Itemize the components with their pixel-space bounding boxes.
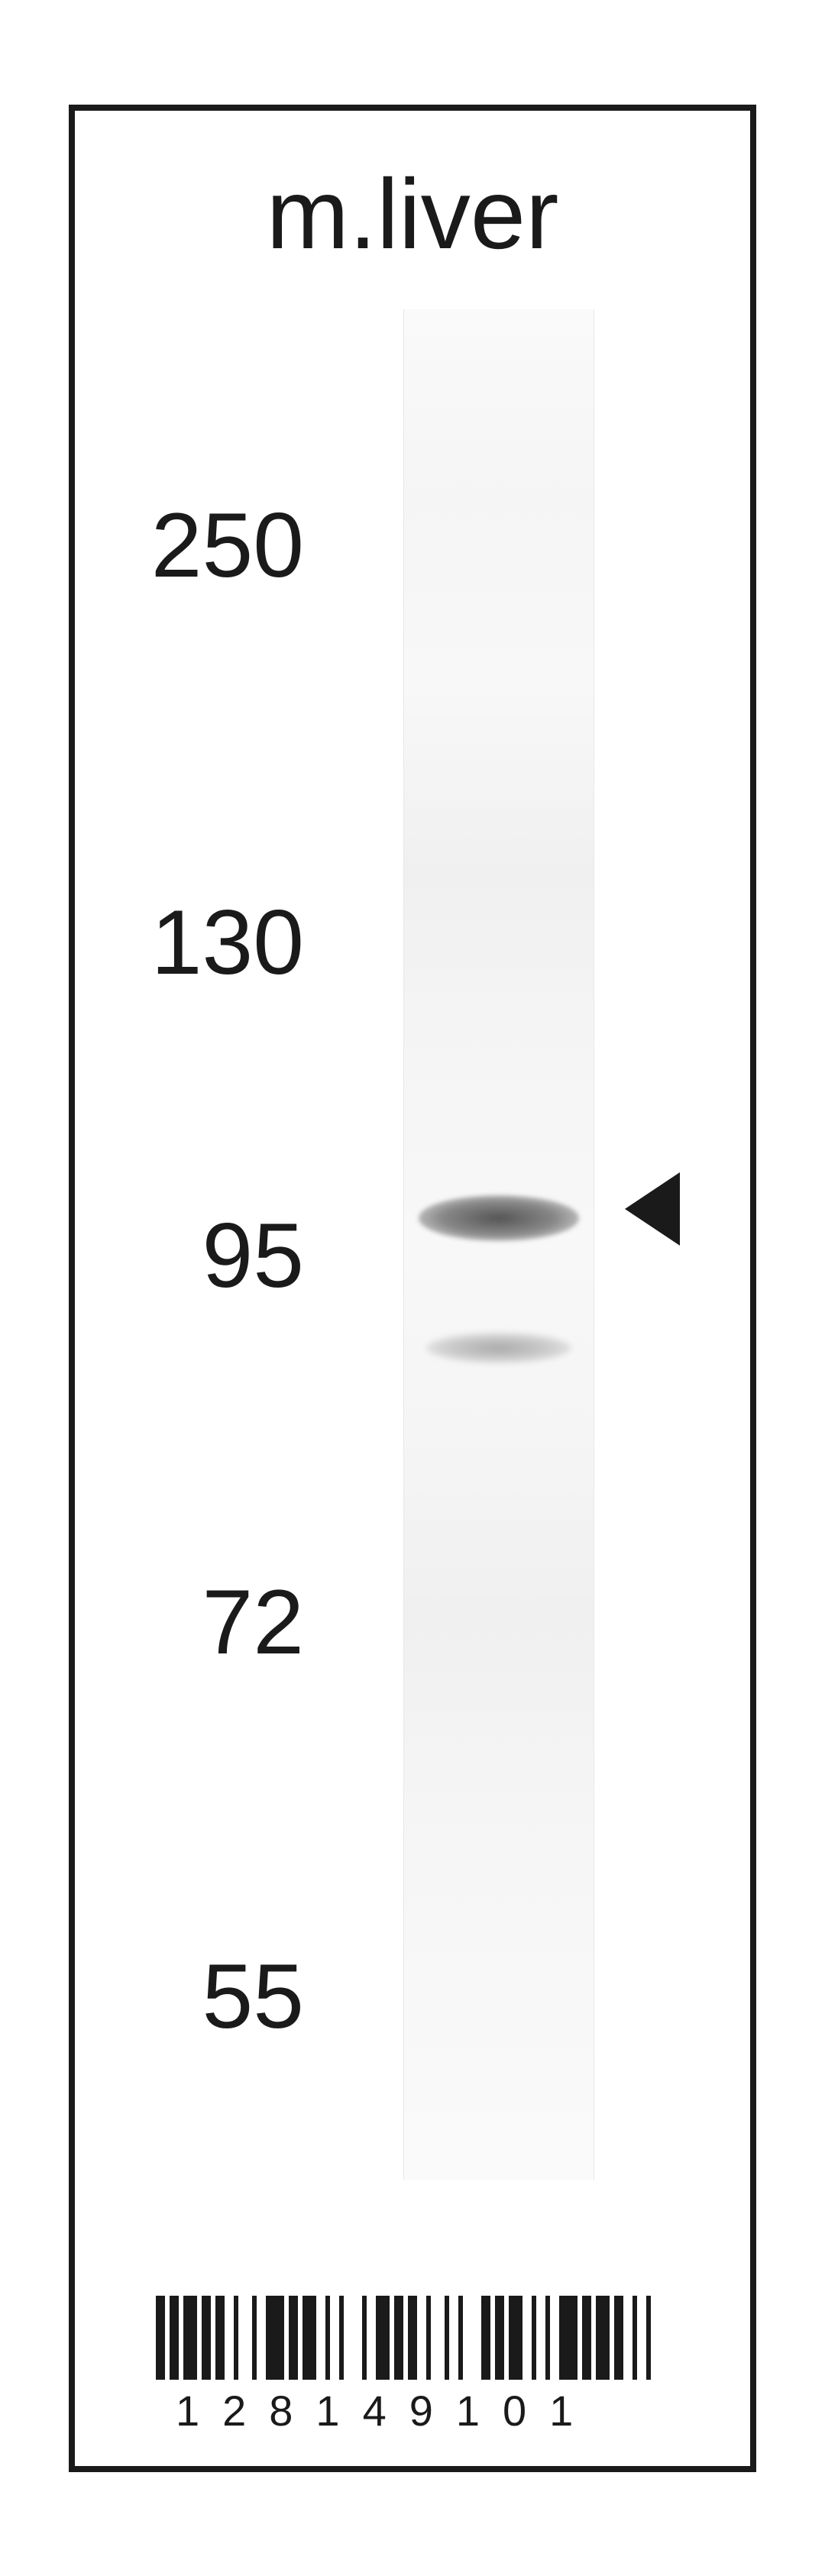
target-band-arrow-icon: [625, 1172, 680, 1246]
mw-marker-130: 130: [136, 890, 304, 995]
sample-label: m.liver: [267, 157, 559, 271]
protein-band-faint: [426, 1333, 571, 1363]
mw-marker-72: 72: [136, 1569, 304, 1675]
barcode-stripes: [145, 2296, 680, 2380]
mw-marker-95: 95: [136, 1203, 304, 1308]
barcode-region: 128149101: [145, 2296, 680, 2435]
mw-marker-250: 250: [136, 493, 304, 598]
western-blot-figure: m.liver 250 130 95 72 55 128149101: [69, 105, 756, 2472]
blot-lane: [403, 309, 594, 2180]
protein-band-main: [419, 1195, 579, 1241]
mw-marker-55: 55: [136, 1944, 304, 2049]
barcode-number: 128149101: [145, 2386, 680, 2435]
